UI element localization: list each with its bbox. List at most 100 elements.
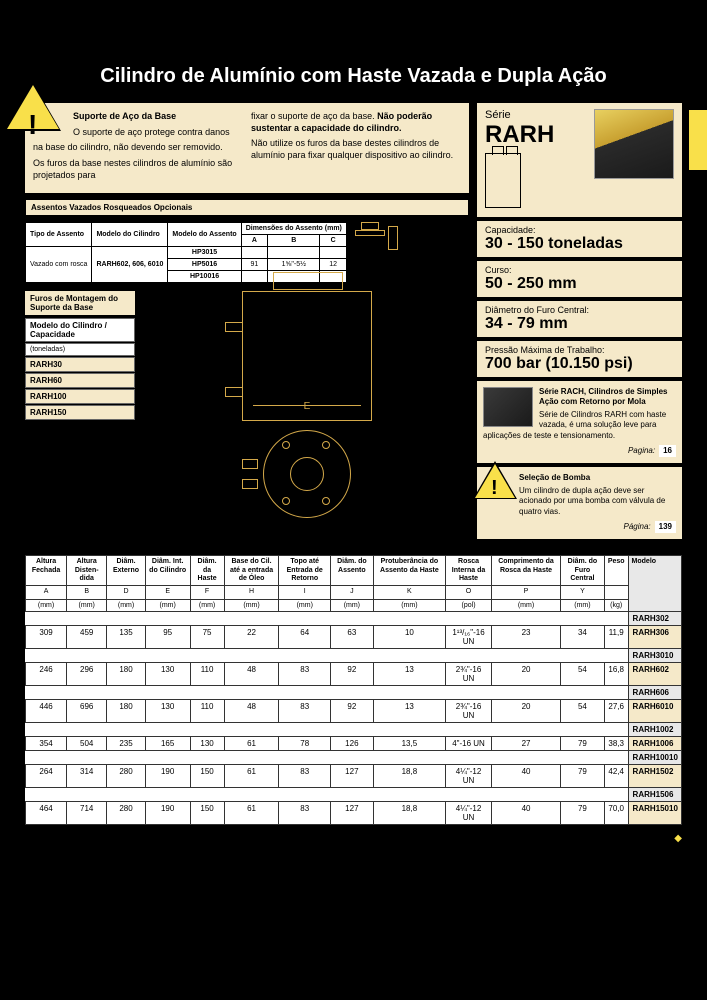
empty-cell bbox=[26, 611, 629, 625]
cell: 22 bbox=[224, 625, 279, 648]
col-h4-sym: E bbox=[145, 586, 190, 599]
seat-h1: Tipo de Assento bbox=[26, 223, 92, 247]
pump-page-num: 139 bbox=[655, 521, 676, 533]
cell: 354 bbox=[26, 736, 67, 750]
cell: 63 bbox=[331, 625, 374, 648]
series-box: Série RARH bbox=[477, 103, 682, 217]
cell: 446 bbox=[26, 699, 67, 722]
table-row: RARH1002 bbox=[26, 722, 682, 736]
mount-r4: RARH150 bbox=[25, 405, 135, 420]
col-h10: Rosca Interna da Haste bbox=[446, 556, 492, 586]
stroke-value: 50 - 250 mm bbox=[485, 275, 674, 293]
table-row: 246296180130110488392132¾"-16 UN205416,8… bbox=[26, 662, 682, 685]
col-h3-unit: (mm) bbox=[107, 599, 145, 611]
empty-cell bbox=[26, 787, 629, 801]
cell: 61 bbox=[224, 736, 279, 750]
empty-cell bbox=[26, 685, 629, 699]
cell: 95 bbox=[145, 625, 190, 648]
cell: 40 bbox=[491, 801, 560, 824]
col-h13-unit: (kg) bbox=[604, 599, 628, 611]
seat-cb: B bbox=[268, 235, 320, 247]
model-cell: RARH3010 bbox=[628, 648, 681, 662]
cell: 40 bbox=[491, 764, 560, 787]
seat-r1m: RARH602, 606, 6010 bbox=[92, 247, 168, 283]
mount-r1: RARH30 bbox=[25, 357, 135, 372]
cell: 16,8 bbox=[604, 662, 628, 685]
col-model: Modelo bbox=[628, 556, 681, 612]
col-h2: Altura Disten-dida bbox=[67, 556, 107, 586]
cell: 280 bbox=[107, 801, 145, 824]
table-row: RARH1506 bbox=[26, 787, 682, 801]
cell: 38,3 bbox=[604, 736, 628, 750]
col-h5-unit: (mm) bbox=[190, 599, 224, 611]
cell: 78 bbox=[279, 736, 331, 750]
seat-d2c: 12 bbox=[320, 259, 346, 271]
col-h9: Protuberância do Assento da Haste bbox=[373, 556, 445, 586]
col-h7-unit: (mm) bbox=[279, 599, 331, 611]
cell: 64 bbox=[279, 625, 331, 648]
seat-d2b: 1⅝"-5½ bbox=[268, 259, 320, 271]
capacity-box: Capacidade: 30 - 150 toneladas bbox=[477, 221, 682, 257]
cell: 1¹³/₁₆"-16 UN bbox=[446, 625, 492, 648]
diagram-e-label: E bbox=[304, 401, 311, 412]
cell: 18,8 bbox=[373, 764, 445, 787]
col-h6-sym: H bbox=[224, 586, 279, 599]
cell: 61 bbox=[224, 764, 279, 787]
cell: 83 bbox=[279, 764, 331, 787]
cell: 92 bbox=[331, 662, 374, 685]
cell: 4"-16 UN bbox=[446, 736, 492, 750]
mount-title: Furos de Montagem do Suporte da Base bbox=[25, 291, 135, 315]
cell: 4¼"-12 UN bbox=[446, 764, 492, 787]
cell: 20 bbox=[491, 699, 560, 722]
table-row: RARH3010 bbox=[26, 648, 682, 662]
col-h4: Diâm. Int. do Cilindro bbox=[145, 556, 190, 586]
col-h2-unit: (mm) bbox=[67, 599, 107, 611]
mount-h1: Modelo do Cilindro / Capacidade bbox=[25, 318, 135, 342]
cell: 464 bbox=[26, 801, 67, 824]
cell: 2¾"-16 UN bbox=[446, 699, 492, 722]
warning-box: ! Suporte de Aço da Base O suporte de aç… bbox=[25, 103, 469, 193]
cell: 314 bbox=[67, 764, 107, 787]
warning-p2: Os furos da base nestes cilindros de alu… bbox=[33, 158, 241, 181]
table-row: RARH302 bbox=[26, 611, 682, 625]
cell: 165 bbox=[145, 736, 190, 750]
model-cell: RARH302 bbox=[628, 611, 681, 625]
cell: 130 bbox=[145, 662, 190, 685]
seat-table: Tipo de Assento Modelo do Cilindro Model… bbox=[25, 222, 469, 283]
col-h8: Diâm. do Assento bbox=[331, 556, 374, 586]
cell: 246 bbox=[26, 662, 67, 685]
col-h1-sym: A bbox=[26, 586, 67, 599]
cell: 13 bbox=[373, 662, 445, 685]
model-cell: RARH606 bbox=[628, 685, 681, 699]
col-h6: Base do Cil. até a entrada de Óleo bbox=[224, 556, 279, 586]
cell: 83 bbox=[279, 662, 331, 685]
cell: 70,0 bbox=[604, 801, 628, 824]
cell: 110 bbox=[190, 662, 224, 685]
cell: 130 bbox=[145, 699, 190, 722]
model-cell: RARH602 bbox=[628, 662, 681, 685]
mount-r2: RARH60 bbox=[25, 373, 135, 388]
seat-h3: Modelo do Assento bbox=[168, 223, 241, 247]
rach-box: Série RACH, Cilindros de Simples Ação co… bbox=[477, 381, 682, 463]
table-row: 464714280190150618312718,84¼"-12 UN40797… bbox=[26, 801, 682, 824]
cell: 126 bbox=[331, 736, 374, 750]
bore-box: Diâmetro do Furo Central: 34 - 79 mm bbox=[477, 301, 682, 337]
warning-p4: Não utilize os furos da base destes cili… bbox=[251, 138, 459, 161]
col-h3-sym: D bbox=[107, 586, 145, 599]
pump-box: ! Seleção de Bomba Um cilindro de dupla … bbox=[477, 467, 682, 539]
cell: 10 bbox=[373, 625, 445, 648]
cell: 127 bbox=[331, 801, 374, 824]
cell: 20 bbox=[491, 662, 560, 685]
cell: 110 bbox=[190, 699, 224, 722]
cell: 190 bbox=[145, 801, 190, 824]
capacity-label: Capacidade: bbox=[485, 225, 674, 235]
seat-table-title: Assentos Vazados Rosqueados Opcionais bbox=[25, 199, 469, 216]
cell: 34 bbox=[561, 625, 605, 648]
cell: 459 bbox=[67, 625, 107, 648]
cell: 18,8 bbox=[373, 801, 445, 824]
seat-d2a: 91 bbox=[241, 259, 267, 271]
model-cell: RARH6010 bbox=[628, 699, 681, 722]
cell: 127 bbox=[331, 764, 374, 787]
col-h12-unit: (mm) bbox=[561, 599, 605, 611]
seat-r1: Vazado com rosca bbox=[26, 247, 92, 283]
